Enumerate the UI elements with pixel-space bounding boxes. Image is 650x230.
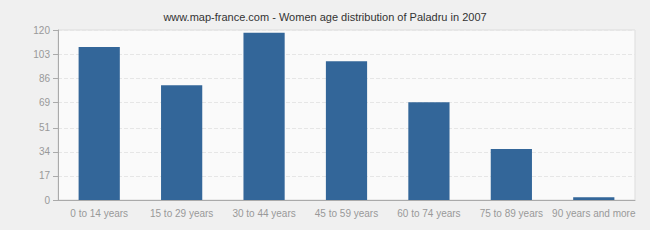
svg-text:45 to 59 years: 45 to 59 years — [315, 208, 378, 219]
svg-text:30 to 44 years: 30 to 44 years — [232, 208, 295, 219]
svg-text:103: 103 — [33, 49, 50, 60]
svg-text:69: 69 — [39, 97, 51, 108]
svg-text:17: 17 — [39, 170, 51, 181]
svg-text:0 to 14 years: 0 to 14 years — [70, 208, 128, 219]
svg-text:120: 120 — [33, 25, 50, 36]
svg-text:51: 51 — [39, 122, 51, 133]
svg-text:75 to 89 years: 75 to 89 years — [480, 208, 543, 219]
svg-text:www.map-france.com - Women age: www.map-france.com - Women age distribut… — [162, 11, 486, 23]
svg-text:60 to 74 years: 60 to 74 years — [397, 208, 460, 219]
svg-text:0: 0 — [44, 195, 50, 206]
svg-text:15 to 29 years: 15 to 29 years — [150, 208, 213, 219]
svg-text:90 years and more: 90 years and more — [552, 208, 636, 219]
svg-text:86: 86 — [39, 73, 51, 84]
svg-text:34: 34 — [39, 146, 51, 157]
